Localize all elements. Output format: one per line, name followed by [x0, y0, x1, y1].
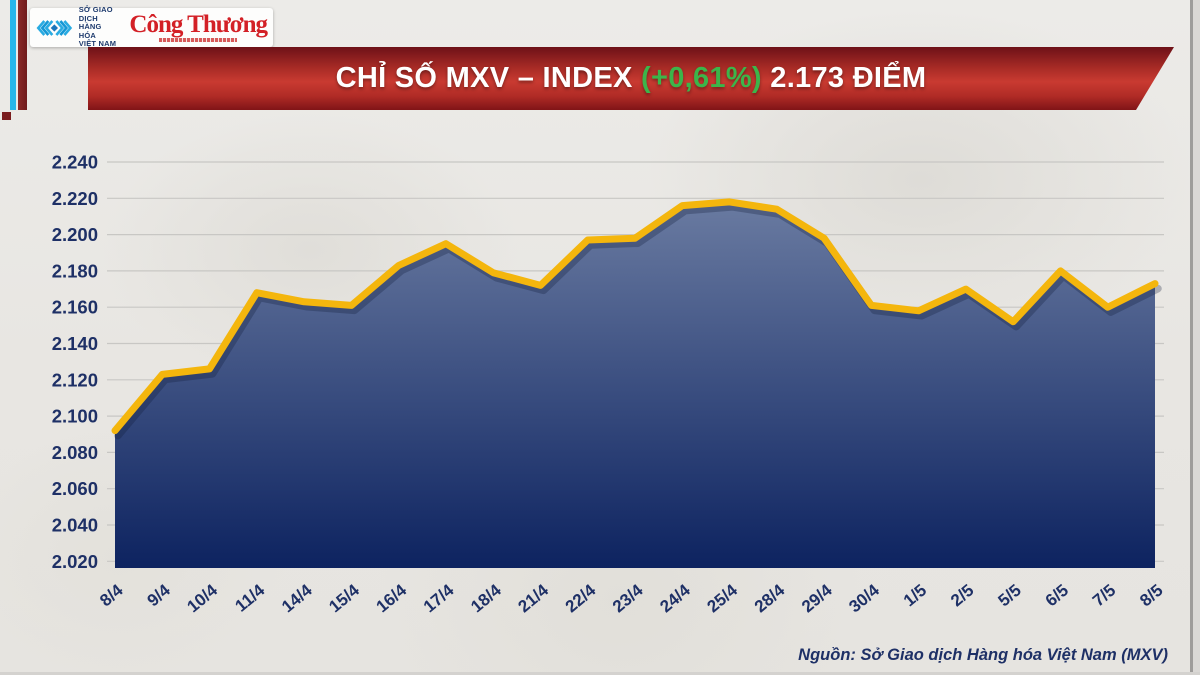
title-change-percent: (+0,61%): [641, 62, 762, 94]
y-tick-label: 2.020: [52, 551, 98, 572]
congthuong-tagline-rule: [159, 38, 238, 42]
x-tick-label: 18/4: [467, 580, 505, 616]
y-tick-label: 2.140: [52, 333, 98, 354]
x-tick-label: 23/4: [609, 580, 647, 616]
mxv-logo-line3: VIỆT NAM: [78, 39, 117, 49]
y-tick-label: 2.220: [52, 188, 98, 209]
title-banner: CHỈ SỐ MXV – INDEX (+0,61%) 2.173 ĐIỂM: [88, 47, 1174, 110]
x-tick-label: 7/5: [1089, 581, 1119, 611]
y-tick-label: 2.100: [52, 406, 98, 427]
x-tick-label: 8/4: [96, 580, 127, 610]
x-tick-label: 15/4: [325, 580, 363, 616]
x-tick-label: 11/4: [232, 580, 269, 616]
x-tick-label: 14/4: [278, 580, 316, 616]
y-tick-label: 2.060: [52, 478, 98, 499]
source-caption: Nguồn: Sở Giao dịch Hàng hóa Việt Nam (M…: [798, 646, 1168, 664]
y-tick-label: 2.180: [52, 260, 98, 281]
left-accent-red-bar: [18, 0, 27, 110]
y-tick-label: 2.040: [52, 515, 98, 536]
x-tick-label: 10/4: [184, 580, 222, 616]
mxv-logo-line1: SỞ GIAO DỊCH: [78, 5, 113, 23]
congthuong-wordmark: Công Thương: [129, 11, 268, 38]
y-tick-label: 2.240: [52, 152, 98, 173]
x-tick-label: 1/5: [900, 581, 930, 611]
y-tick-label: 2.160: [52, 297, 98, 318]
mxv-logo-diamond: [50, 23, 59, 32]
y-tick-label: 2.080: [52, 442, 98, 463]
x-tick-label: 9/4: [144, 580, 175, 610]
mxv-logo-text: SỞ GIAO DỊCH HÀNG HÓA VIỆT NAM: [79, 6, 120, 49]
x-tick-label: 5/5: [994, 581, 1024, 611]
mxv-logo-line2: HÀNG HÓA: [78, 22, 102, 40]
left-accent-cyan-bar: [10, 0, 16, 110]
x-tick-label: 29/4: [798, 580, 836, 616]
chart-title: CHỈ SỐ MXV – INDEX (+0,61%) 2.173 ĐIỂM: [336, 62, 927, 95]
area-fill: [115, 201, 1155, 568]
left-accent-square: [2, 112, 11, 120]
x-tick-label: 16/4: [373, 580, 411, 616]
x-tick-label: 24/4: [656, 580, 694, 616]
index-line: [111, 198, 1159, 435]
title-main: CHỈ SỐ MXV – INDEX: [335, 62, 633, 94]
congthuong-logo: Công Thương: [129, 11, 268, 42]
x-tick-label: 17/4: [420, 580, 458, 616]
x-tick-label: 21/4: [515, 580, 553, 616]
page-right-edge-shadow: [1190, 0, 1193, 675]
x-tick-label: 25/4: [704, 580, 742, 616]
page-right-edge: [1193, 0, 1200, 675]
x-tick-label: 2/5: [947, 581, 977, 611]
title-points-value: 2.173 ĐIỂM: [770, 62, 927, 94]
page-bottom-edge: [0, 672, 1200, 675]
x-tick-label: 6/5: [1042, 581, 1072, 611]
mxv-logo-icon: [36, 19, 73, 36]
y-tick-label: 2.200: [52, 224, 98, 245]
x-tick-label: 28/4: [751, 580, 789, 616]
x-tick-label: 30/4: [845, 580, 883, 616]
x-tick-label: 8/5: [1136, 581, 1166, 611]
x-tick-label: 22/4: [562, 580, 600, 616]
y-tick-label: 2.120: [52, 369, 98, 390]
logo-box: SỞ GIAO DỊCH HÀNG HÓA VIỆT NAM Công Thươ…: [30, 6, 273, 49]
